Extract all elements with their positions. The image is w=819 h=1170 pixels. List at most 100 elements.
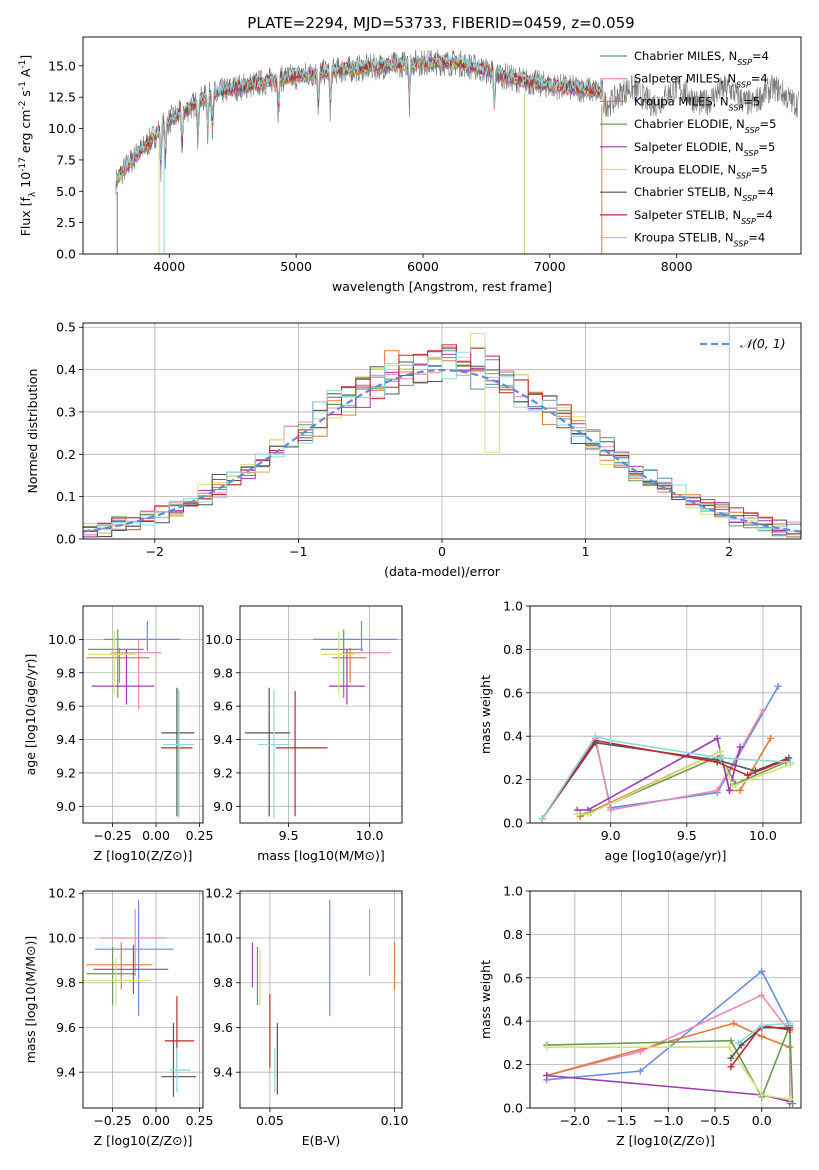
x-axis-label: wavelength [Angstrom, rest frame] [332,279,552,294]
weight-marker [584,810,592,818]
x-tick-label: 0.25 [186,828,214,843]
weight-marker [774,682,782,690]
y-tick-label: 0.2 [56,447,76,462]
y-axis-label: mass [log10(M/M⊙)] [23,936,38,1064]
weight-marker [716,754,724,762]
weight-marker [713,786,721,794]
x-tick-label: 9.5 [677,828,697,843]
x-tick-label: 1 [582,544,590,559]
x-axis-label: mass [log10(M/M⊙)] [257,848,385,863]
legend-entry: Kroupa STELIB, NSSP=4 [634,231,765,249]
weight-marker [713,758,721,766]
y-tick-label: 9.4 [213,1065,233,1080]
legend-subscript: SSP [745,126,760,135]
label-part: s [18,90,33,101]
x-tick-label: 0.05 [256,1113,284,1128]
y-tick-label: 1.0 [503,884,523,899]
spectrum-legend: Chabrier MILES, NSSP=4 Salpeter MILES, NS… [600,49,776,248]
legend-subscript: SSP [736,80,751,89]
x-tick-label: 0.25 [186,1113,214,1128]
age_vs_mass-axes: 9.5 10.0 9.0 9.2 9.4 9.6 9.8 10.0 mass [log10(M/… [205,605,403,863]
legend-entry: Chabrier STELIB, NSSP=4 [634,185,774,203]
legend-entry: Salpeter MILES, NSSP=4 [634,72,768,90]
legend-entry: Salpeter STELIB, NSSP=4 [634,208,773,226]
spectrum-lines [115,49,799,254]
y-tick-label: 9.0 [213,799,233,814]
weight-marker [736,743,744,751]
weight-marker [758,967,766,975]
label-part: -17 [18,157,28,172]
label-part: wavelength [Angstrom, rest frame] [332,279,552,294]
x-tick-label: 0.00 [142,828,170,843]
axes-frame [239,890,403,1109]
y-tick-label: 0.5 [56,320,76,335]
y-tick-label: 10.0 [48,930,76,945]
weight-marker [730,1019,738,1027]
y-tick-label: 10.0 [48,121,76,136]
y-tick-label: 10.0 [48,632,76,647]
weight-marker [786,1019,794,1027]
y-tick-label: 0.2 [503,1057,523,1072]
weight-marker [744,771,752,779]
x-axis-label: Z [log10(Z/Z⊙)] [616,1133,715,1148]
x-tick-label: 9.0 [601,828,621,843]
x-axis-label: Z [log10(Z/Z⊙)] [94,848,193,863]
label-part: A [18,68,33,81]
weight-marker [543,1071,551,1079]
weight-marker [607,806,615,814]
weight-marker [573,810,581,818]
y-tick-label: 9.4 [56,732,76,747]
weight-marker [725,786,733,794]
weight-marker [734,1039,742,1047]
legend-entry: Chabrier MILES, NSSP=4 [634,49,769,67]
axes-frame [82,605,204,824]
label-part: ] [18,55,33,60]
legend-value: =5 [751,163,768,177]
y-tick-label: 10.0 [205,632,233,647]
label-part: Z [log10(Z/Z⊙)] [616,1133,715,1148]
chart-panels: 4000 5000 6000 7000 80000.02.55.07.510.012.5… [18,36,802,1148]
y-tick-label: 0.8 [503,642,523,657]
weight-marker [767,734,775,742]
y-tick-label: 12.5 [48,90,76,105]
x-axis-label: E(B-V) [302,1133,341,1148]
weight-marker [758,991,766,999]
weight-marker [607,737,615,745]
weight-line [577,737,741,811]
y-tick-label: 7.5 [56,152,76,167]
y-tick-label: 0.6 [503,970,523,985]
legend-subscript: SSP [729,103,744,112]
y-tick-label: 1.0 [503,599,523,614]
y-tick-label: 5.0 [56,184,76,199]
y-tick-label: 0.0 [56,247,76,262]
legend-subscript: SSP [736,171,751,180]
weight-marker [713,734,721,742]
weight-marker [786,1026,794,1034]
x-tick-label: −0.25 [93,1113,131,1128]
x-tick-label: −1 [289,544,307,559]
y-axis-label: Flux [fλ 10-17 erg cm-2 s-1 A-1] [18,55,38,237]
axes-frame [82,890,204,1109]
legend-value: =5 [760,117,777,131]
legend-subscript: SSP [737,58,752,67]
label-part: -1 [18,60,28,69]
x-tick-label: 7000 [534,259,566,274]
x-tick-label: −1.5 [606,1113,636,1128]
x-tick-label: −0.5 [700,1113,730,1128]
x-tick-label: 0.0 [752,1113,772,1128]
model-spectrum-line [115,53,604,185]
y-tick-label: 9.6 [213,1020,233,1035]
y-tick-label: 9.8 [213,975,233,990]
x-axis-label: Z [log10(Z/Z⊙)] [94,1133,193,1148]
weight-marker [728,782,736,790]
label-part: Z [log10(Z/Z⊙)] [94,848,193,863]
x-tick-label: −2.0 [560,1113,590,1128]
y-axis-label: Normed distribution [25,369,40,494]
gaussian-curve [83,368,801,533]
weight-marker [543,1043,551,1051]
label-part: -2 [18,101,28,110]
legend-subscript: SSP [744,148,759,157]
legend-value: =4 [751,72,768,86]
label-part: age [log10(age/yr)] [23,654,38,776]
